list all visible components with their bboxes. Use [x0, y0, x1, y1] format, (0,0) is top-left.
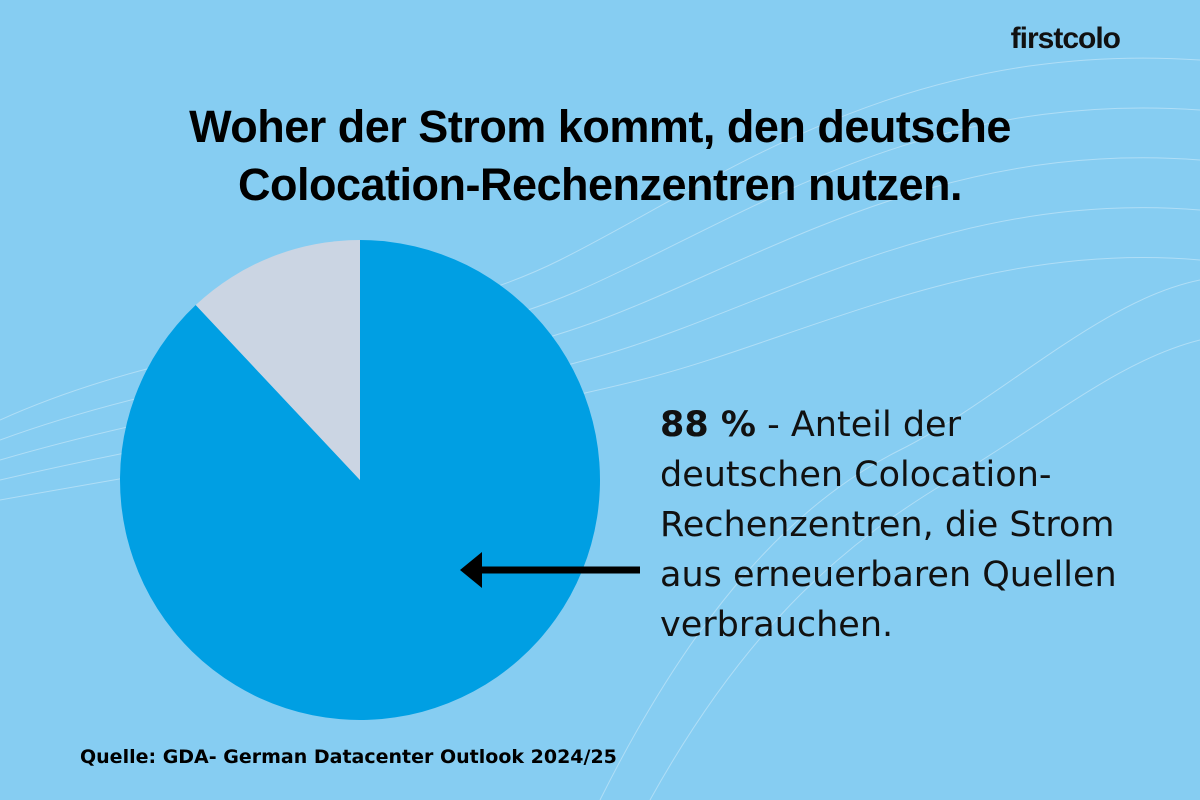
brand: firstcolo	[1010, 22, 1121, 55]
annotation-block: 88 % - Anteil der deutschen Colocation-R…	[660, 400, 1130, 650]
arrow	[460, 552, 640, 588]
value-label: 88 %	[660, 405, 756, 445]
pie-slice	[195, 240, 360, 480]
source: Quelle: GDA- German Datacenter Outlook 2…	[80, 746, 617, 768]
chart-title: Woher der Strom kommt, den deutsche Colo…	[189, 101, 1011, 210]
annotation: - Anteil der deutschen Colocation-Rechen…	[660, 405, 1117, 645]
arrow-head	[460, 552, 482, 588]
